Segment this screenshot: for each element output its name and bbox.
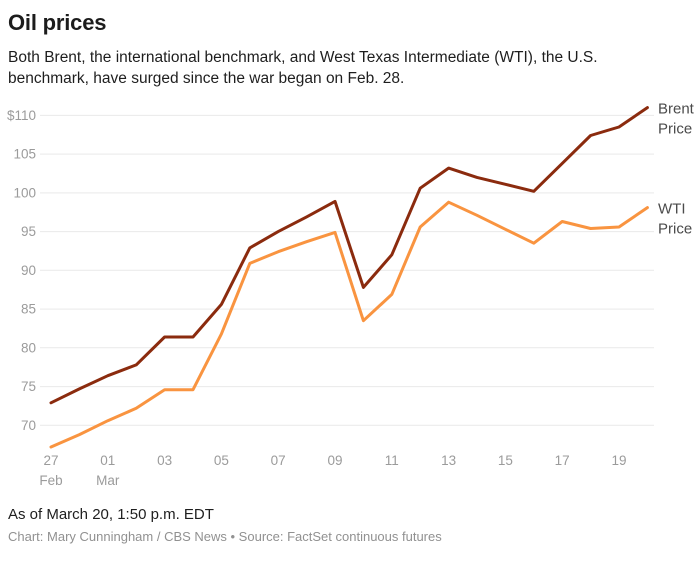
x-axis-tick-label: 17 <box>555 453 570 468</box>
y-axis-tick-label: 105 <box>13 147 36 162</box>
oil-price-chart: $110 105 100 95 90 85 80 75 70 27 Feb 01 Mar 03 05 07 09… <box>7 101 695 488</box>
y-axis-tick-label: 85 <box>21 302 36 317</box>
x-axis-month-label: Mar <box>96 473 120 488</box>
y-axis-tick-label: 75 <box>21 379 36 394</box>
wti-price-line <box>49 200 649 449</box>
chart-area: $110 105 100 95 90 85 80 75 70 27 Feb 01 Mar 03 05 07 09… <box>0 96 696 496</box>
y-axis-tick-label: 100 <box>13 185 36 200</box>
page-title: Oil prices <box>8 10 107 35</box>
x-axis-tick-label: 09 <box>327 453 342 468</box>
x-axis-tick-label: 13 <box>441 453 456 468</box>
x-axis-month-label: Feb <box>39 473 62 488</box>
x-axis-tick-label: 07 <box>271 453 286 468</box>
x-axis-tick-label: 03 <box>157 453 172 468</box>
x-axis-tick-label: 27 <box>43 453 58 468</box>
y-axis-tick-label: $110 <box>7 108 36 123</box>
x-axis-tick-label: 19 <box>611 453 626 468</box>
y-axis-tick-label: 90 <box>21 263 36 278</box>
x-axis-tick-label: 05 <box>214 453 229 468</box>
x-axis-tick-label: 15 <box>498 453 513 468</box>
as-of-note: As of March 20, 1:50 p.m. EDT <box>8 506 214 523</box>
x-axis-tick-label: 11 <box>385 453 399 468</box>
brent-legend-label: Brent <box>658 101 695 118</box>
chart-subtitle: Both Brent, the international benchmark,… <box>8 49 598 87</box>
x-axis-tick-label: 01 <box>100 453 115 468</box>
wti-legend-label: WTI <box>658 201 686 218</box>
y-axis-tick-label: 80 <box>21 340 36 355</box>
y-axis-tick-label: 95 <box>21 224 36 239</box>
chart-credit: Chart: Mary Cunningham / CBS News • Sour… <box>8 529 442 544</box>
y-axis-tick-label: 70 <box>21 418 36 433</box>
oil-prices-card: Oil prices Both Brent, the international… <box>0 10 696 544</box>
wti-legend-label: Price <box>658 221 692 238</box>
brent-price-line <box>49 106 649 405</box>
brent-legend-label: Price <box>658 121 692 138</box>
